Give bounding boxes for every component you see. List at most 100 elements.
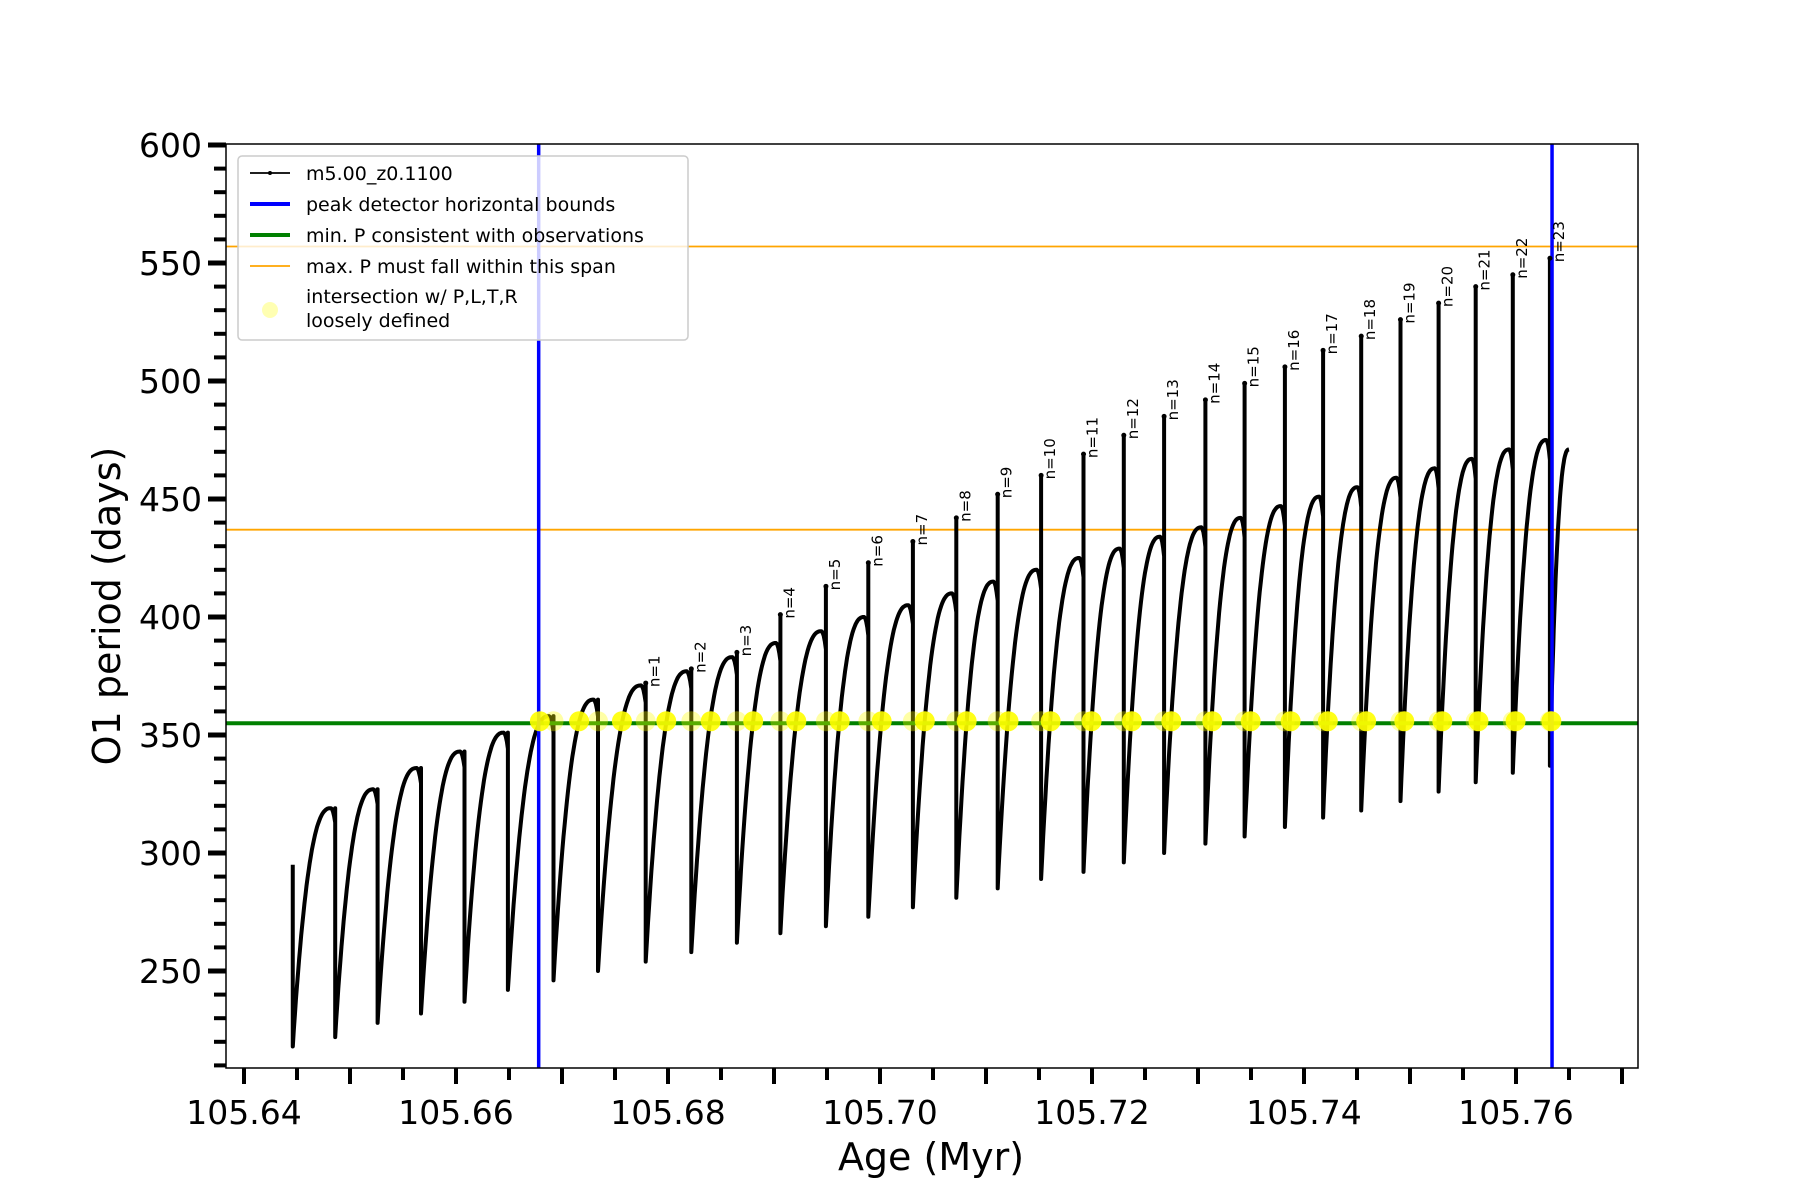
legend-entry-model: m5.00_z0.1100 [250,163,453,185]
legend: m5.00_z0.1100 peak detector horizontal b… [237,155,689,341]
x-tick-label: 105.64 [186,1093,301,1132]
intersection-point [829,711,850,732]
spike-peak-point [1547,255,1553,261]
intersection-point [1121,711,1142,732]
legend-frame [237,155,689,341]
intersection-point [588,711,609,732]
spike-peak-point [910,538,916,544]
spike-label: n=17 [1323,313,1341,354]
legend-entry-max-period: max. P must fall within this span [250,256,616,278]
spike-label: n=22 [1513,238,1531,279]
x-axis-label: Age (Myr) [838,1135,1024,1179]
spike-label: n=12 [1124,398,1142,439]
intersection-point [1240,711,1261,732]
x-tick-label: 105.76 [1458,1093,1573,1132]
spike-peak-point [777,612,783,618]
spike-peak-point [1242,380,1248,386]
legend-entry-intersection: intersection w/ P,L,T,R loosely defined [262,286,518,332]
legend-label: peak detector horizontal bounds [306,194,615,216]
spike-peak-point [995,491,1001,497]
spike-peak-point [1397,317,1403,323]
axis-ticks: 105.64 105.66 105.68 105.70 105.72 105.74 105.… [139,126,1624,1132]
spike-peak-point [643,680,649,686]
spike-peak-point [1202,397,1208,403]
spike-peak-point [1436,300,1442,306]
intersection-point [726,711,747,732]
x-tick-label: 105.74 [1246,1093,1361,1132]
intersection-point [1432,711,1453,732]
x-tick-label: 105.68 [610,1093,725,1132]
intersection-point [1040,711,1061,732]
spike-peak-point [1358,333,1364,339]
intersection-point [956,711,977,732]
y-axis-label: O1 period (days) [85,447,129,766]
x-tick-label: 105.72 [1034,1093,1149,1132]
intersection-point [700,711,721,732]
intersection-point [1468,711,1489,732]
intersection-point [656,711,677,732]
spike-label: n=2 [691,641,709,673]
legend-entry-bounds: peak detector horizontal bounds [250,194,615,216]
intersection-point [1394,711,1415,732]
legend-label: intersection w/ P,L,T,R [306,286,518,308]
spike-label: n=19 [1400,282,1418,323]
spike-label: n=10 [1041,438,1059,479]
plot-area: n=1 n=2 n=3 n=4 n=5 n=6 n=7 n=8 n=9 n=10 n=11 n=12 n… [226,144,1638,1068]
spike-peak-point [953,515,959,521]
intersection-point [1202,711,1223,732]
intersection-point [1356,711,1377,732]
spike-label: n=15 [1245,346,1263,387]
spike-label: n=11 [1084,417,1102,458]
y-tick-label: 250 [139,952,202,991]
legend-label: max. P must fall within this span [306,256,616,278]
spike-label: n=14 [1205,363,1223,404]
y-tick-label: 600 [139,126,202,165]
spike-label: n=5 [826,559,844,591]
y-tick-label: 500 [139,362,202,401]
spike-peak-point [865,560,871,566]
y-tick-label: 450 [139,480,202,519]
y-tick-label: 550 [139,244,202,283]
spike-label: n=23 [1550,221,1568,262]
intersection-point [635,711,656,732]
spike-peak-point [1473,284,1479,290]
spike-label: n=1 [646,655,664,687]
intersection-point [1081,711,1102,732]
intersection-point [543,711,564,732]
spike-label: n=8 [956,490,974,522]
intersection-point [1541,711,1562,732]
spike-label: n=7 [913,514,931,546]
x-tick-label: 105.66 [398,1093,513,1132]
intersection-point [770,711,791,732]
x-tick-label: 105.70 [822,1093,937,1132]
intersection-point [1161,711,1182,732]
spike-peak-point [734,649,740,655]
spike-peak-point [1282,364,1288,370]
y-tick-label: 350 [139,716,202,755]
intersection-point [743,711,764,732]
spike-label: n=6 [868,535,886,567]
legend-entry-min-period: min. P consistent with observations [250,225,644,247]
spike-label: n=20 [1439,266,1457,307]
legend-label: min. P consistent with observations [306,225,644,247]
y-tick-label: 300 [139,834,202,873]
spike-peak-point [823,583,829,589]
spike-label: n=21 [1476,249,1494,290]
model-curve-series [290,256,1571,1049]
intersection-point [529,711,550,732]
intersection-point [914,711,935,732]
intersection-point [1505,711,1526,732]
spike-peak-point [1161,413,1167,419]
spike-peak-point [1081,451,1087,457]
spike-label: n=9 [998,467,1016,499]
intersection-point [815,711,836,732]
intersection-point [871,711,892,732]
spike-peak-point [1510,272,1516,278]
intersection-point [681,711,702,732]
spike-peak-point [688,666,694,672]
spike-label: n=4 [780,587,798,619]
intersection-point [1317,711,1338,732]
intersection-point [998,711,1019,732]
intersection-point [569,711,590,732]
